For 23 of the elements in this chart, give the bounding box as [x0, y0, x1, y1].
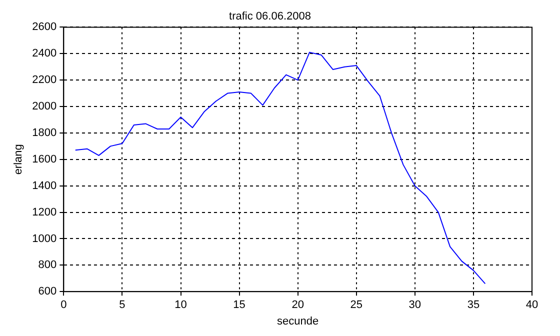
x-tick-label: 40: [526, 299, 538, 312]
x-tick-label: 15: [233, 299, 246, 312]
y-tick-label: 1600: [32, 153, 57, 166]
y-tick-label: 2600: [32, 21, 57, 34]
x-tick-label: 35: [467, 299, 480, 312]
y-tick-label: 2400: [32, 48, 57, 60]
y-tick-label: 1200: [32, 206, 57, 218]
y-axis-title: erlang: [12, 144, 25, 175]
x-tick-label: 20: [292, 299, 304, 312]
x-tick-label: 0: [60, 299, 67, 312]
x-tick-label: 25: [350, 299, 362, 312]
x-axis-title: secunde: [277, 315, 319, 328]
y-tick-label: 1400: [32, 180, 57, 192]
y-tick-label: 2000: [32, 100, 57, 113]
x-tick-label: 5: [119, 299, 126, 312]
x-tick-label: 30: [408, 299, 422, 312]
y-tick-label: 2200: [32, 74, 57, 86]
y-tick-label: 800: [38, 259, 57, 272]
x-tick-label: 10: [174, 299, 187, 312]
chart-title: trafic 06.06.2008: [229, 10, 311, 23]
y-tick-label: 1800: [32, 126, 57, 139]
y-tick-label: 600: [38, 286, 57, 298]
y-tick-label: 1000: [32, 232, 57, 245]
